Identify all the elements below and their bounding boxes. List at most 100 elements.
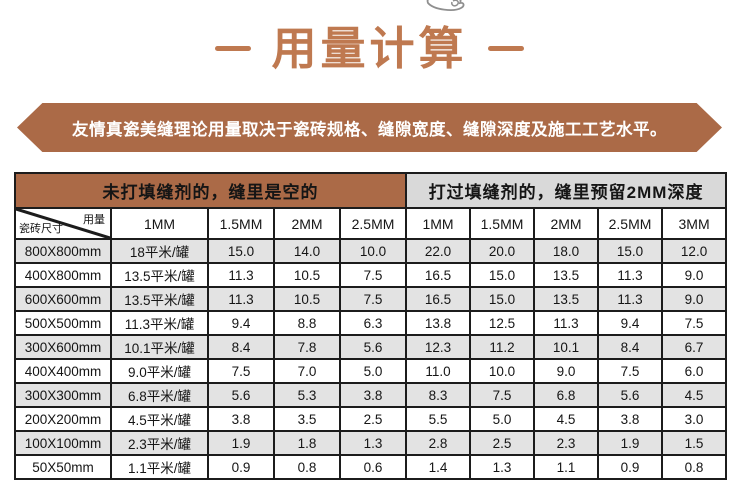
corner-label-usage: 用量 bbox=[83, 214, 105, 226]
coverage-value-cell: 9.0 bbox=[533, 358, 600, 384]
tile-size-cell: 600X600mm bbox=[14, 286, 112, 312]
tile-size-cell: 500X500mm bbox=[14, 310, 112, 336]
coverage-value-cell: 7.5 bbox=[338, 262, 408, 288]
tile-size-cell: 300X600mm bbox=[14, 334, 112, 360]
coverage-value-cell: 7.5 bbox=[207, 358, 275, 384]
coverage-value-cell: 0.8 bbox=[661, 454, 728, 480]
coverage-value-cell: 6.7 bbox=[661, 334, 728, 360]
coverage-value-cell: 3.8 bbox=[597, 406, 664, 432]
coverage-value-cell: 11.3 bbox=[533, 310, 600, 336]
table-row: 100X100mm 2.3平米/罐 1.9 1.8 1.3 2.8 2.5 2.3 1.9 1.5 bbox=[14, 430, 728, 456]
coverage-value-cell: 1.9 bbox=[597, 430, 664, 456]
coverage-value-cell: 10.5 bbox=[273, 286, 341, 312]
coverage-value-cell: 1.8 bbox=[273, 430, 341, 456]
title-dash-right bbox=[487, 46, 524, 51]
table-row: 200X200mm 4.5平米/罐 3.8 3.5 2.5 5.5 5.0 4.5 3.8 3.0 bbox=[14, 406, 728, 432]
coverage-value-cell: 7.8 bbox=[273, 334, 341, 360]
coverage-value-cell: 15.0 bbox=[597, 238, 664, 264]
column-header: 1.5MM bbox=[469, 207, 536, 240]
coverage-value-cell: 6.0 bbox=[661, 358, 728, 384]
coverage-value-cell: 9.4 bbox=[207, 310, 275, 336]
coverage-value-cell: 11.2 bbox=[469, 334, 536, 360]
coverage-value-cell: 3.5 bbox=[273, 406, 341, 432]
usage-per-can-cell: 2.3平米/罐 bbox=[110, 430, 209, 456]
coverage-value-cell: 22.0 bbox=[405, 238, 472, 264]
coverage-value-cell: 5.0 bbox=[338, 358, 408, 384]
table-row: 400X800mm 13.5平米/罐 11.3 10.5 7.5 16.5 15.0 13.5… bbox=[14, 262, 728, 288]
coverage-value-cell: 7.0 bbox=[273, 358, 341, 384]
group-header-unfilled: 未打填缝剂的，缝里是空的 bbox=[13, 172, 408, 209]
coverage-value-cell: 4.5 bbox=[533, 406, 600, 432]
column-header: 2.5MM bbox=[338, 207, 408, 240]
coverage-value-cell: 1.5 bbox=[661, 430, 728, 456]
coverage-value-cell: 3.8 bbox=[207, 406, 275, 432]
coverage-value-cell: 11.0 bbox=[405, 358, 472, 384]
tile-size-cell: 400X800mm bbox=[14, 262, 112, 288]
coverage-value-cell: 8.8 bbox=[273, 310, 341, 336]
coverage-value-cell: 9.4 bbox=[597, 310, 664, 336]
column-header-row: 用量 瓷砖尺寸 1MM 1.5MM 2MM 2.5MM 1MM 1.5MM 2M… bbox=[14, 207, 728, 240]
coverage-value-cell: 10.0 bbox=[338, 238, 408, 264]
coverage-value-cell: 2.8 bbox=[405, 430, 472, 456]
intro-banner: 友情真瓷美缝理论用量取决于瓷砖规格、缝隙宽度、缝隙深度及施工工艺水平。 bbox=[17, 103, 722, 152]
coverage-value-cell: 15.0 bbox=[469, 286, 536, 312]
usage-per-can-cell: 13.5平米/罐 bbox=[110, 262, 209, 288]
coverage-value-cell: 7.5 bbox=[469, 382, 536, 408]
coverage-value-cell: 1.1 bbox=[533, 454, 600, 480]
coverage-value-cell: 10.0 bbox=[469, 358, 536, 384]
coverage-value-cell: 18.0 bbox=[533, 238, 600, 264]
tile-size-cell: 800X800mm bbox=[14, 238, 112, 264]
coverage-value-cell: 8.4 bbox=[207, 334, 275, 360]
coverage-value-cell: 0.6 bbox=[338, 454, 408, 480]
coverage-value-cell: 0.8 bbox=[273, 454, 341, 480]
coverage-value-cell: 0.9 bbox=[207, 454, 275, 480]
coverage-value-cell: 13.5 bbox=[533, 286, 600, 312]
tile-size-cell: 100X100mm bbox=[14, 430, 112, 456]
title-dash-left bbox=[215, 46, 252, 51]
corner-label-tile-size: 瓷砖尺寸 bbox=[19, 223, 63, 235]
coverage-value-cell: 7.5 bbox=[661, 310, 728, 336]
column-header: 2.5MM bbox=[597, 207, 664, 240]
usage-per-can-cell: 4.5平米/罐 bbox=[110, 406, 209, 432]
coverage-value-cell: 1.3 bbox=[469, 454, 536, 480]
group-header-row: 未打填缝剂的，缝里是空的 打过填缝剂的，缝里预留2MM深度 bbox=[13, 172, 728, 209]
coverage-value-cell: 12.0 bbox=[661, 238, 728, 264]
table-row: 500X500mm 11.3平米/罐 9.4 8.8 6.3 13.8 12.5 11.3 9.… bbox=[14, 310, 728, 336]
usage-per-can-cell: 1.1平米/罐 bbox=[110, 454, 209, 480]
usage-table: 未打填缝剂的，缝里是空的 打过填缝剂的，缝里预留2MM深度 用量 瓷砖尺寸 1M… bbox=[13, 172, 728, 480]
coverage-value-cell: 5.5 bbox=[405, 406, 472, 432]
coverage-value-cell: 1.3 bbox=[338, 430, 408, 456]
coverage-value-cell: 14.0 bbox=[273, 238, 341, 264]
coverage-value-cell: 2.5 bbox=[469, 430, 536, 456]
coverage-value-cell: 8.3 bbox=[405, 382, 472, 408]
column-header: 1MM bbox=[110, 207, 209, 240]
coverage-value-cell: 16.5 bbox=[405, 286, 472, 312]
coverage-value-cell: 2.5 bbox=[338, 406, 408, 432]
hand-doodle-icon bbox=[424, 0, 472, 19]
coverage-value-cell: 7.5 bbox=[338, 286, 408, 312]
table-row: 50X50mm 1.1平米/罐 0.9 0.8 0.6 1.4 1.3 1.1 0.9 0.8 bbox=[14, 454, 728, 480]
coverage-value-cell: 12.5 bbox=[469, 310, 536, 336]
diagonal-divider bbox=[16, 209, 110, 238]
column-header: 2MM bbox=[273, 207, 341, 240]
coverage-value-cell: 9.0 bbox=[661, 262, 728, 288]
coverage-value-cell: 5.0 bbox=[469, 406, 536, 432]
coverage-value-cell: 15.0 bbox=[469, 262, 536, 288]
coverage-value-cell: 20.0 bbox=[469, 238, 536, 264]
coverage-value-cell: 9.0 bbox=[661, 286, 728, 312]
coverage-value-cell: 5.6 bbox=[207, 382, 275, 408]
tile-size-cell: 400X400mm bbox=[14, 358, 112, 384]
intro-banner-text: 友情真瓷美缝理论用量取决于瓷砖规格、缝隙宽度、缝隙深度及施工工艺水平。 bbox=[72, 120, 667, 139]
usage-per-can-cell: 13.5平米/罐 bbox=[110, 286, 209, 312]
coverage-value-cell: 5.6 bbox=[338, 334, 408, 360]
table-row: 800X800mm 18平米/罐 15.0 14.0 10.0 22.0 20.0 18.0 1… bbox=[14, 238, 728, 264]
tile-size-cell: 50X50mm bbox=[14, 454, 112, 480]
coverage-value-cell: 13.5 bbox=[533, 262, 600, 288]
coverage-value-cell: 2.3 bbox=[533, 430, 600, 456]
coverage-value-cell: 5.3 bbox=[273, 382, 341, 408]
coverage-value-cell: 13.8 bbox=[405, 310, 472, 336]
coverage-value-cell: 11.3 bbox=[597, 262, 664, 288]
title-row: 用量计算 bbox=[0, 26, 739, 71]
column-header: 1MM bbox=[405, 207, 472, 240]
